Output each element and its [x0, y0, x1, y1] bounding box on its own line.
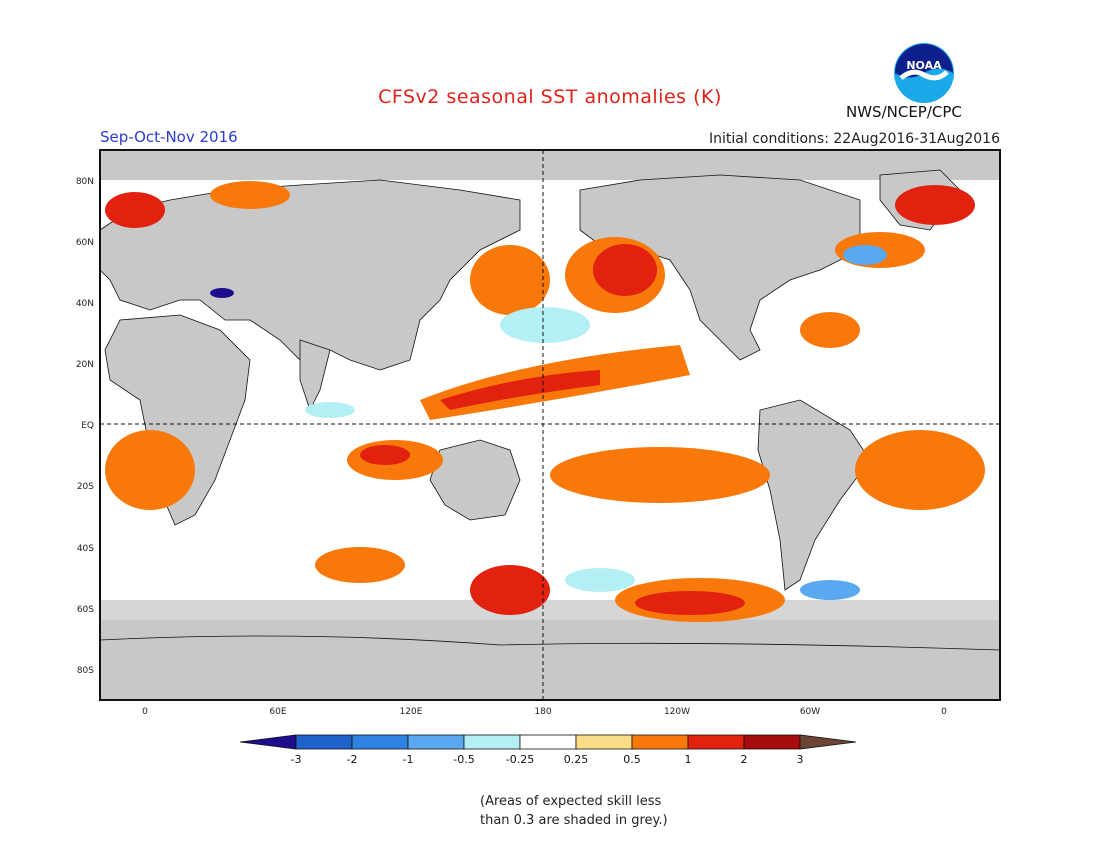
lon-label: 0: [941, 707, 947, 717]
colorbar-label: 2: [741, 753, 748, 766]
continents: [99, 169, 1001, 701]
anomaly-cool-southern: [565, 568, 635, 592]
skill-footnote: (Areas of expected skill less than 0.3 a…: [480, 792, 740, 830]
colorbar-label: 3: [797, 753, 804, 766]
lon-label: 120E: [400, 707, 423, 717]
colorbar-label: -0.25: [506, 753, 534, 766]
longitude-labels: 0 60E 120E 180 120W 60W 0: [142, 707, 947, 717]
anomaly-very-cool-blacksea: [210, 288, 234, 298]
colorbar-swatch: [351, 734, 409, 750]
lat-label: 60N: [76, 238, 94, 248]
anomaly-hot-spacific-south: [635, 591, 745, 615]
anomaly-cool-natlantic: [843, 245, 887, 265]
lat-label: 60S: [77, 605, 94, 615]
colorbar-extend-low: [239, 734, 297, 750]
anomaly-hot-arctic-east: [895, 185, 975, 225]
footnote-line-2: than 0.3 are shaded in grey.): [480, 813, 668, 828]
anomaly-hot-indian: [360, 445, 410, 465]
lat-label: 80N: [76, 177, 94, 187]
lat-label: 20N: [76, 360, 94, 370]
anomaly-warm-spacific: [550, 447, 770, 503]
anomaly-cool-indian: [305, 402, 355, 418]
colorbar: -3 -2 -1 -0.5 -0.25 0.25 0.5 1 2 3: [239, 734, 857, 766]
anomaly-warm-npacific-west: [470, 245, 550, 315]
colorbar-swatch: [463, 734, 521, 750]
colorbar-label: -3: [291, 753, 302, 766]
lon-label: 60E: [269, 707, 286, 717]
lon-label: 120W: [664, 707, 690, 717]
anomaly-warm-satlantic: [855, 430, 985, 510]
colorbar-swatch: [687, 734, 745, 750]
colorbar-extend-high: [799, 734, 857, 750]
anomaly-warm-natlantic: [800, 312, 860, 348]
latitude-labels: 80N 60N 40N 20N EQ 20S 40S 60S 80S: [76, 177, 94, 676]
lon-label: 60W: [800, 707, 820, 717]
colorbar-label: 0.25: [564, 753, 589, 766]
lat-label: 20S: [77, 482, 94, 492]
colorbar-swatch: [575, 734, 633, 750]
colorbar-label: 1: [685, 753, 692, 766]
colorbar-label: -0.5: [453, 753, 474, 766]
anomaly-hot-tasman: [470, 565, 550, 615]
noaa-logo: NOAA: [894, 43, 954, 103]
anomaly-hot-tropical-band: [440, 370, 600, 410]
anomaly-cool-npacific: [500, 307, 590, 343]
southern-ocean-low-skill: [100, 600, 1000, 620]
logo-text: NOAA: [906, 59, 942, 72]
agency-label: NWS/NCEP/CPC: [846, 103, 962, 121]
anomaly-hot-npacific: [593, 244, 657, 296]
arctic-region: [100, 150, 1000, 180]
lon-label: 180: [534, 707, 551, 717]
lat-label: EQ: [81, 421, 94, 431]
initial-conditions-label: Initial conditions: 22Aug2016-31Aug2016: [709, 131, 1000, 147]
lon-label: 0: [142, 707, 148, 717]
colorbar-swatch: [743, 734, 801, 750]
colorbar-label: -2: [347, 753, 358, 766]
anomaly-cool-drake: [800, 580, 860, 600]
anomaly-hot-barents: [105, 192, 165, 228]
anomaly-warm-satlantic-east: [105, 430, 195, 510]
colorbar-swatch: [407, 734, 465, 750]
lat-label: 40S: [77, 544, 94, 554]
colorbar-swatch: [631, 734, 689, 750]
anomaly-warm-south-indian: [315, 547, 405, 583]
colorbar-swatch: [295, 734, 353, 750]
colorbar-label: 0.5: [623, 753, 641, 766]
chart-title: CFSv2 seasonal SST anomalies (K): [378, 86, 722, 108]
anomaly-patterns: [105, 181, 985, 622]
anomaly-warm-kara: [210, 181, 290, 209]
colorbar-label: -1: [403, 753, 414, 766]
footnote-line-1: (Areas of expected skill less: [480, 794, 662, 809]
season-label: Sep-Oct-Nov 2016: [100, 128, 238, 146]
lat-label: 40N: [76, 299, 94, 309]
map-frame: [99, 149, 1001, 701]
colorbar-swatch: [519, 734, 577, 750]
lat-label: 80S: [77, 666, 94, 676]
